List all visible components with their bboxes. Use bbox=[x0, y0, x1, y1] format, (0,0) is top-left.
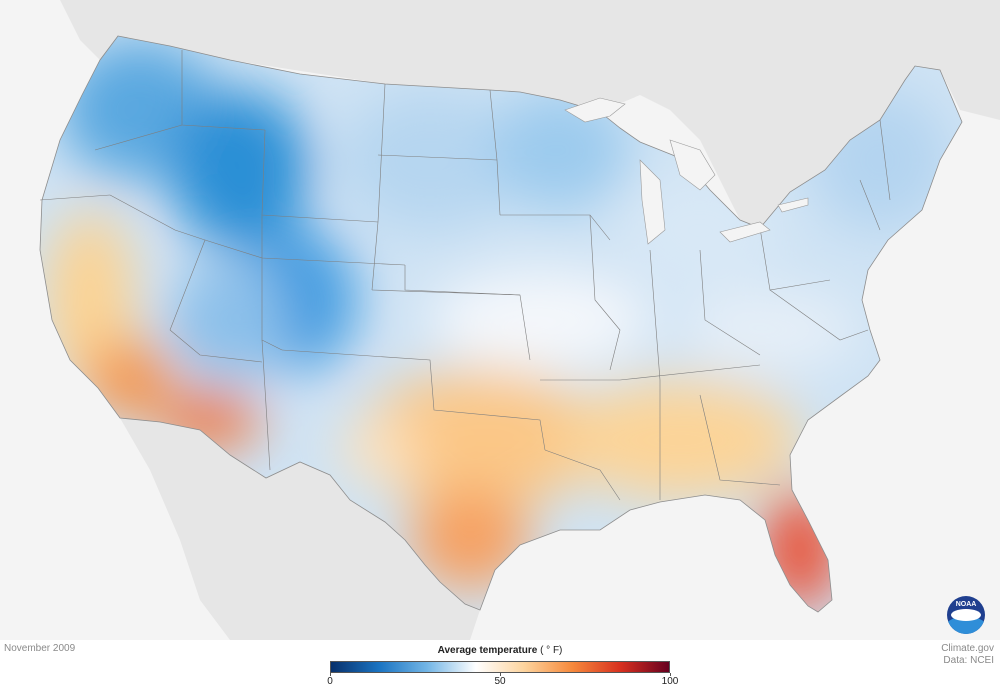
legend-title-text: Average temperature bbox=[437, 645, 538, 656]
temperature-map: NOAA bbox=[39, 0, 1000, 640]
noaa-logo: NOAA bbox=[947, 596, 985, 634]
legend-tick-mark bbox=[329, 673, 331, 676]
map-footer: November 2009 Climate.gov Data: NCEI Ave… bbox=[0, 640, 1000, 690]
noaa-logo-gull bbox=[951, 609, 981, 621]
great-lakes bbox=[564, 97, 809, 245]
legend-tick-mark bbox=[499, 673, 501, 676]
date-label: November 2009 bbox=[4, 643, 76, 654]
legend-tick-label: 50 bbox=[494, 676, 506, 687]
legend-tick-label: 0 bbox=[327, 676, 333, 687]
legend-tick-label: 100 bbox=[661, 676, 679, 687]
legend-unit: ( ° F) bbox=[540, 645, 563, 656]
legend-color-bar bbox=[330, 661, 670, 673]
state-boundaries bbox=[39, 50, 891, 501]
legend-tick-mark bbox=[669, 673, 671, 676]
credit-source: Climate.gov bbox=[941, 643, 994, 654]
legend-title: Average temperature ( ° F) bbox=[330, 645, 670, 656]
mexico-landmass bbox=[120, 418, 480, 640]
noaa-logo-wave bbox=[947, 616, 985, 634]
credit-data: Data: NCEI bbox=[943, 655, 994, 666]
map-canvas bbox=[39, 0, 1000, 640]
noaa-logo-text: NOAA bbox=[955, 601, 977, 608]
canada-landmass bbox=[60, 0, 1000, 228]
